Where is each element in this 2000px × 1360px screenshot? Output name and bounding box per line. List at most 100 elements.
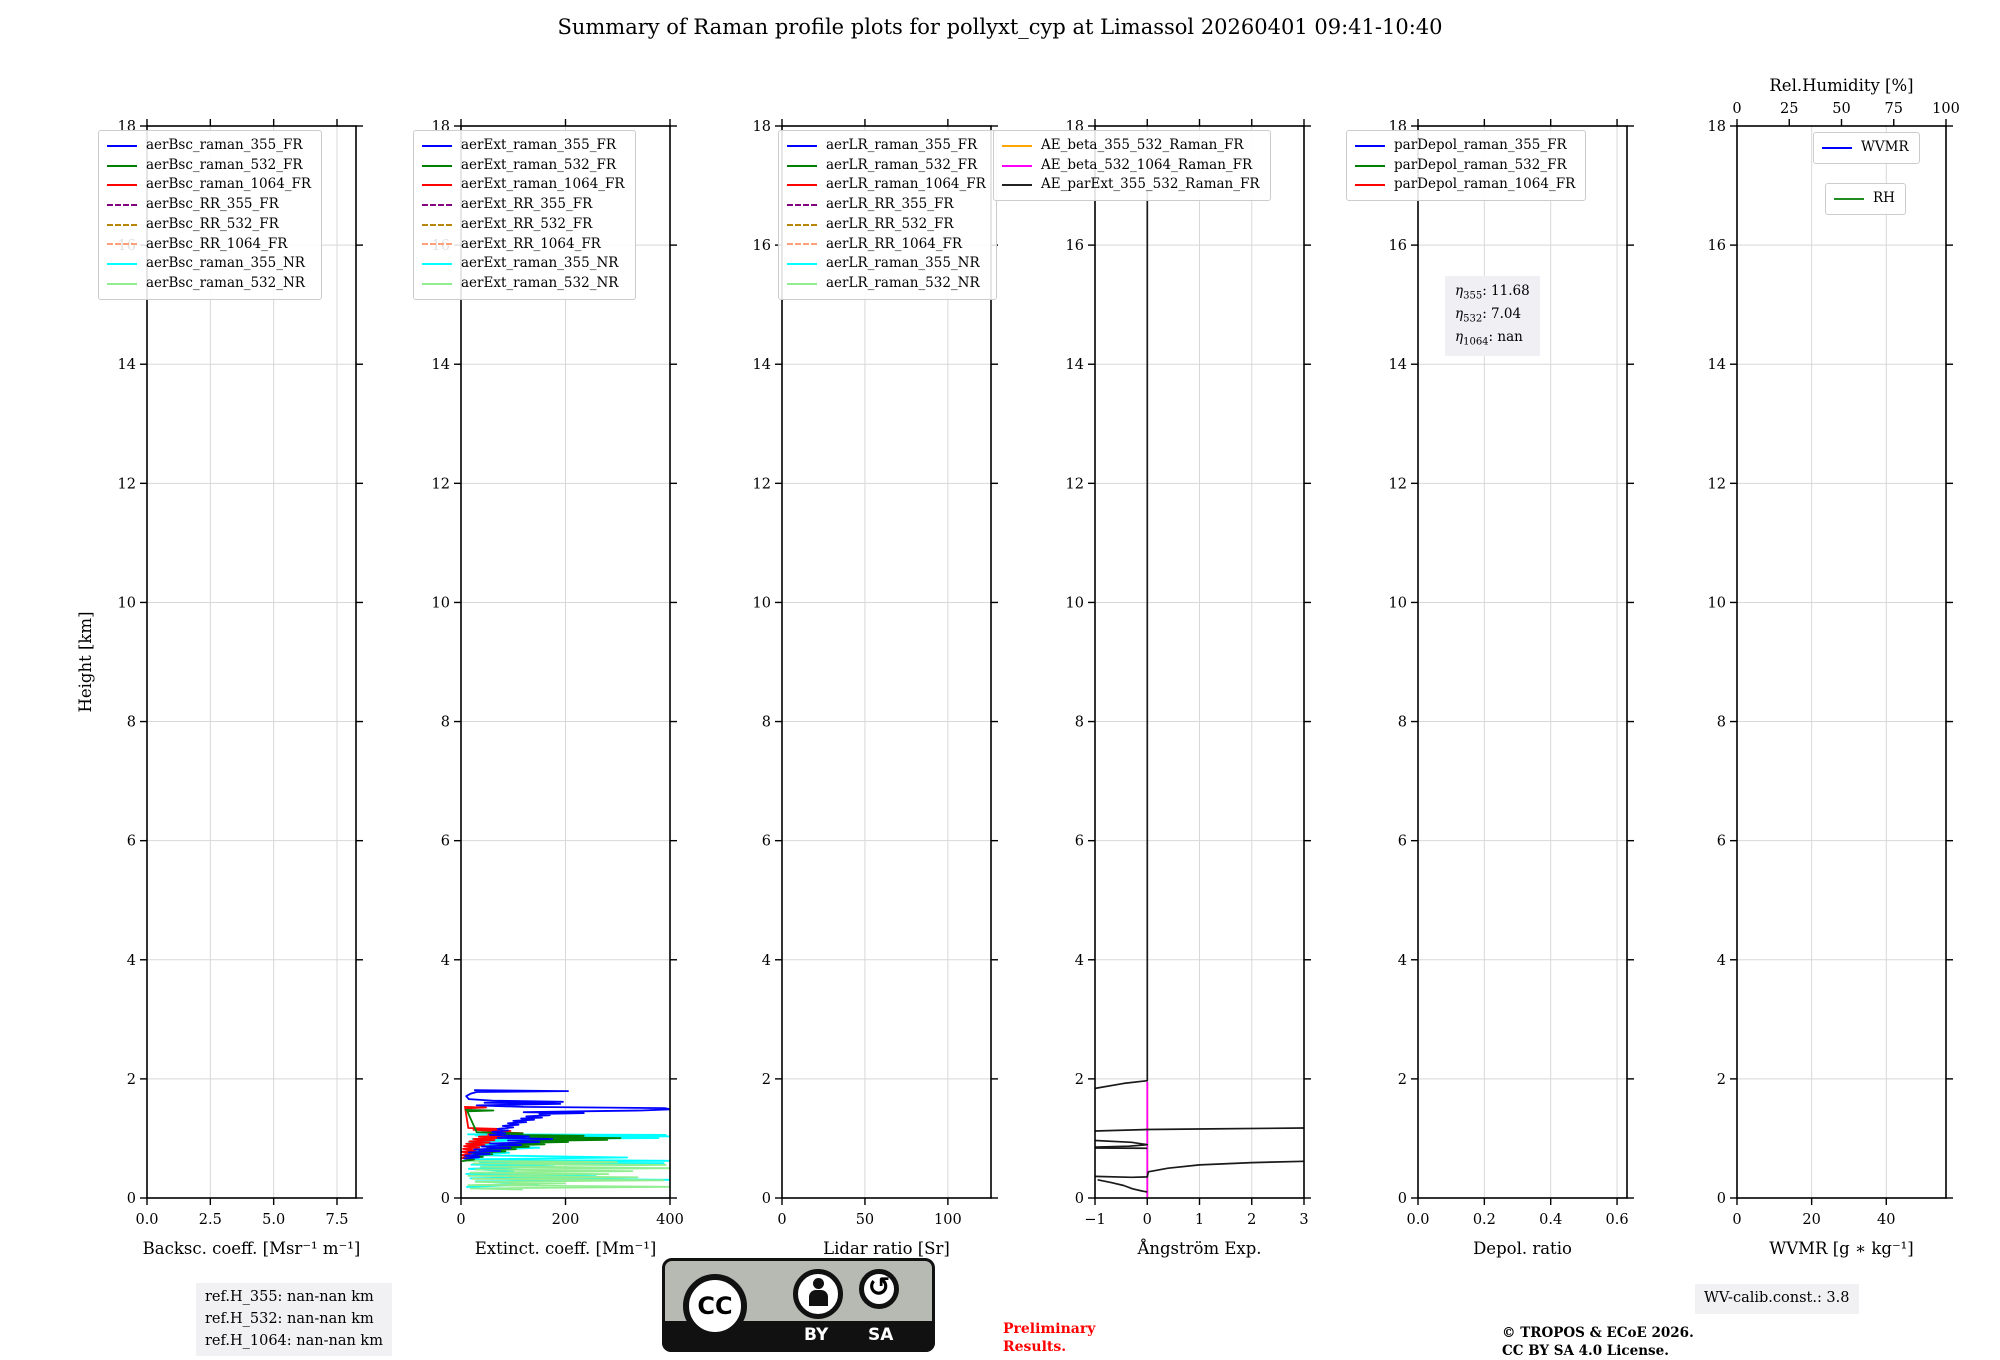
ref-h-532: ref.H_532: nan-nan km <box>205 1310 374 1327</box>
preliminary-line-1: Preliminary <box>1003 1321 1096 1337</box>
legend-label: WVMR <box>1861 139 1909 155</box>
top-axis-label: Rel.Humidity [%] <box>1769 76 1913 95</box>
legend-label: aerExt_raman_355_NR <box>461 255 619 272</box>
y-tick-label: 12 <box>753 476 771 492</box>
y-tick-label: 4 <box>1075 953 1084 969</box>
legend-entry: AE_beta_532_1064_Raman_FR <box>1002 156 1260 176</box>
series-AE_parExt_355_532_Raman_FR_e <box>1095 1160 1304 1179</box>
x-tick-label: 3 <box>1299 1212 1308 1228</box>
attribution-person-icon <box>793 1269 843 1319</box>
y-tick-label: 6 <box>441 834 450 850</box>
legend-entry: aerExt_raman_355_NR <box>422 254 625 274</box>
y-tick-label: 0 <box>762 1191 771 1207</box>
legend-label: aerExt_raman_1064_FR <box>461 176 625 193</box>
x-tick-label: 100 <box>934 1212 962 1228</box>
series-AE_parExt_355_532_Raman_FR_c <box>1095 1139 1149 1148</box>
panel-lidar_ratio: 0 50 100 0 2 4 6 8 10 12 14 16 18 Lidar ratio [Sr] <box>753 119 998 1258</box>
legend-entry: aerLR_raman_355_NR <box>787 254 986 274</box>
y-tick-label: 4 <box>127 953 136 969</box>
x-tick-label: 400 <box>656 1212 684 1228</box>
legend-entry: aerLR_raman_355_FR <box>787 136 986 156</box>
top-axis-tick-label: 0 <box>1732 101 1741 117</box>
legend-label: aerLR_raman_355_NR <box>826 255 980 272</box>
eta-row: η532: 7.04 <box>1455 306 1522 325</box>
legend-label: aerBsc_raman_1064_FR <box>146 176 312 193</box>
legend-label: parDepol_raman_532_FR <box>1394 156 1567 173</box>
legend-label: aerBsc_raman_532_NR <box>146 274 305 291</box>
legend-line-sample <box>1355 164 1385 167</box>
legend-label: aerBsc_raman_532_FR <box>146 156 303 173</box>
x-tick-label: 0 <box>777 1212 786 1228</box>
eta-row: η355: 11.68 <box>1455 283 1530 302</box>
legend-entry: aerBsc_raman_532_FR <box>107 156 311 176</box>
y-tick-label: 6 <box>762 834 771 850</box>
y-tick-label: 8 <box>127 715 136 731</box>
legend-entry: aerBsc_raman_355_FR <box>107 136 311 156</box>
y-tick-label: 0 <box>1717 1191 1726 1207</box>
x-tick-label: 0 <box>456 1212 465 1228</box>
legend-entry: AE_parExt_355_532_Raman_FR <box>1002 175 1260 195</box>
legend-entry: parDepol_raman_532_FR <box>1355 156 1575 176</box>
cc-sa-label: SA <box>868 1325 894 1345</box>
legend-entry: RH <box>1834 189 1895 209</box>
legend-entry: aerExt_RR_532_FR <box>422 215 625 235</box>
x-tick-label: 7.5 <box>325 1212 348 1228</box>
eta-row: η1064: nan <box>1455 329 1523 349</box>
y-tick-label: 12 <box>1066 476 1084 492</box>
legend-line-sample <box>787 184 817 187</box>
xlabel-backscatter: Backsc. coeff. [Msr⁻¹ m⁻¹] <box>143 1239 361 1258</box>
y-tick-label: 10 <box>1708 595 1726 611</box>
person-head-icon <box>812 1278 824 1289</box>
copyright-line-2: CC BY SA 4.0 License. <box>1502 1343 1669 1360</box>
cc-icon-label: CC <box>697 1292 733 1320</box>
copyright-note: © TROPOS & ECoE 2026. CC BY SA 4.0 Licen… <box>1502 1324 1694 1360</box>
x-tick-label: 20 <box>1802 1212 1820 1228</box>
legend-entry: parDepol_raman_355_FR <box>1355 136 1575 156</box>
legend-label: aerExt_RR_355_FR <box>461 196 593 213</box>
legend-wvmr: WVMR <box>1813 132 1920 164</box>
x-tick-label: 0 <box>1732 1212 1741 1228</box>
legend-label: aerLR_RR_532_FR <box>826 215 954 232</box>
legend-depol_ratio: parDepol_raman_355_FR parDepol_raman_532_… <box>1346 130 1587 202</box>
copyright-line-1: © TROPOS & ECoE 2026. <box>1502 1325 1694 1341</box>
top-axis-tick-label: 75 <box>1885 101 1903 117</box>
x-tick-label: 0.0 <box>135 1212 158 1228</box>
legend-entry: aerExt_raman_532_FR <box>422 156 625 176</box>
legend-label: aerBsc_RR_532_FR <box>146 215 279 232</box>
y-tick-label: 8 <box>1717 715 1726 731</box>
legend-entry: aerBsc_RR_1064_FR <box>107 235 311 255</box>
x-tick-label: 0.4 <box>1539 1212 1562 1228</box>
legend-entry: aerExt_raman_1064_FR <box>422 175 625 195</box>
panel-wvmr: 0 20 40 0 2 4 6 8 10 12 14 16 18 WVMR [g ∗ kg⁻¹] 0 25 50… <box>1708 76 1960 1258</box>
y-tick-label: 10 <box>1066 595 1084 611</box>
y-tick-label: 0 <box>127 1191 136 1207</box>
legend-label: aerLR_raman_532_NR <box>826 274 980 291</box>
y-tick-label: 4 <box>1717 953 1726 969</box>
x-tick-label: 2 <box>1247 1212 1256 1228</box>
wv-calib-box: WV-calib.const.: 3.8 <box>1695 1284 1859 1314</box>
y-tick-label: 6 <box>1398 834 1407 850</box>
x-tick-label: 2.5 <box>199 1212 222 1228</box>
ref-height-box: ref.H_355: nan-nan km ref.H_532: nan-nan… <box>196 1283 392 1357</box>
y-tick-label: 14 <box>1389 357 1407 373</box>
y-tick-label: 8 <box>1075 715 1084 731</box>
y-tick-label: 16 <box>1389 238 1407 254</box>
x-tick-label: −1 <box>1084 1212 1105 1228</box>
legend-label: aerBsc_RR_355_FR <box>146 196 279 213</box>
legend-label: AE_beta_355_532_Raman_FR <box>1041 137 1244 153</box>
x-tick-label: 0.2 <box>1473 1212 1496 1228</box>
y-tick-label: 12 <box>1389 476 1407 492</box>
legend-line-sample <box>1002 184 1032 187</box>
xlabel-extinction: Extinct. coeff. [Mm⁻¹] <box>475 1239 657 1258</box>
legend-line-sample <box>422 263 452 266</box>
legend-line-sample <box>787 282 817 285</box>
series-aerExt_raman_532_NR <box>467 1159 670 1191</box>
legend-label: parDepol_raman_1064_FR <box>1394 176 1576 193</box>
legend-entry: aerLR_raman_1064_FR <box>787 175 986 195</box>
legend-entry: aerExt_raman_532_NR <box>422 274 625 294</box>
legend-label: aerExt_raman_532_FR <box>461 156 616 173</box>
legend-label: RH <box>1873 190 1895 206</box>
legend-line-sample <box>422 282 452 285</box>
legend-label: aerExt_raman_355_FR <box>461 137 616 153</box>
